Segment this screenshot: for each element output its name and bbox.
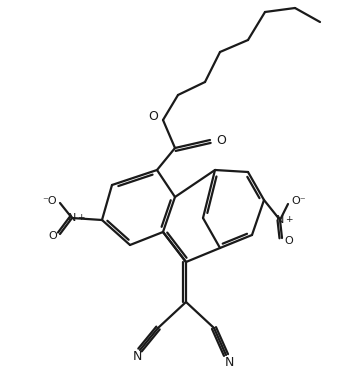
- Text: O⁻: O⁻: [291, 196, 305, 206]
- Text: N: N: [224, 356, 234, 369]
- Text: O: O: [216, 134, 226, 147]
- Text: N: N: [68, 213, 76, 223]
- Text: O: O: [48, 231, 57, 241]
- Text: O: O: [284, 236, 293, 246]
- Text: ⁻O: ⁻O: [42, 196, 57, 206]
- Text: N: N: [132, 350, 142, 363]
- Text: O: O: [148, 109, 158, 122]
- Text: +: +: [77, 213, 85, 222]
- Text: +: +: [285, 215, 292, 224]
- Text: N: N: [276, 215, 284, 225]
